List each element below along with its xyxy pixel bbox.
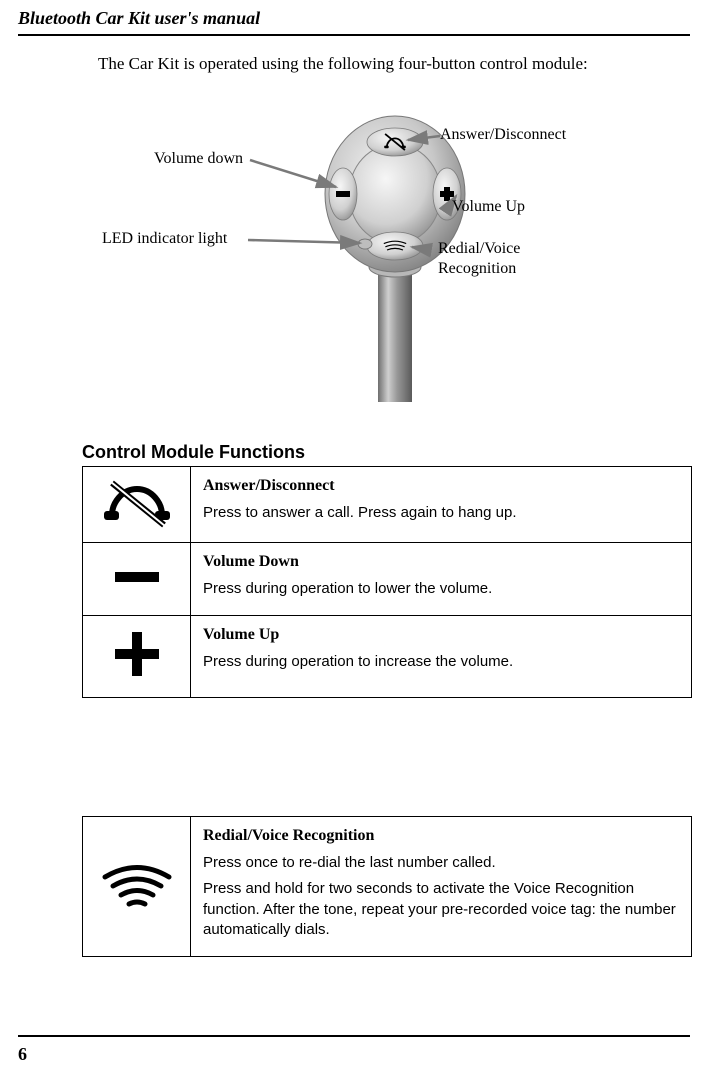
row-title: Volume Down (203, 553, 679, 571)
label-redial-line2: Recognition (438, 260, 516, 278)
row-title: Answer/Disconnect (203, 477, 679, 495)
redial-voice-desc: Redial/Voice Recognition Press once to r… (191, 817, 692, 957)
page-number: 6 (18, 1044, 27, 1065)
table-row: Answer/Disconnect Press to answer a call… (83, 467, 692, 543)
table-row: Redial/Voice Recognition Press once to r… (83, 817, 692, 957)
footer-rule (18, 1035, 690, 1037)
row-body: Press to answer a call. Press again to h… (203, 503, 679, 523)
intro-text: The Car Kit is operated using the follow… (98, 54, 588, 74)
table-row: Volume Down Press during operation to lo… (83, 543, 692, 616)
functions-table-1: Answer/Disconnect Press to answer a call… (82, 466, 692, 698)
table-row: Volume Up Press during operation to incr… (83, 616, 692, 698)
functions-table-2: Redial/Voice Recognition Press once to r… (82, 816, 692, 957)
row-body: Press during operation to lower the volu… (203, 579, 679, 599)
answer-disconnect-icon (83, 467, 191, 543)
label-volume-down: Volume down (154, 150, 243, 168)
label-led-indicator: LED indicator light (102, 230, 227, 248)
answer-disconnect-desc: Answer/Disconnect Press to answer a call… (191, 467, 692, 543)
row-body: Press during operation to increase the v… (203, 652, 679, 672)
redial-voice-icon (83, 817, 191, 957)
doc-header-title: Bluetooth Car Kit user's manual (18, 8, 260, 29)
label-answer-disconnect: Answer/Disconnect (440, 126, 566, 144)
volume-down-desc: Volume Down Press during operation to lo… (191, 543, 692, 616)
volume-up-desc: Volume Up Press during operation to incr… (191, 616, 692, 698)
label-volume-up: Volume Up (452, 198, 525, 216)
row-title: Volume Up (203, 626, 679, 644)
volume-up-icon (83, 616, 191, 698)
row-title: Redial/Voice Recognition (203, 827, 679, 845)
control-module-diagram: Answer/Disconnect Volume down Volume Up … (60, 100, 650, 410)
header-rule (18, 34, 690, 36)
volume-down-icon (83, 543, 191, 616)
row-body: Press once to re-dial the last number ca… (203, 853, 679, 940)
label-redial-line1: Redial/Voice (438, 240, 520, 258)
section-title: Control Module Functions (82, 442, 305, 463)
